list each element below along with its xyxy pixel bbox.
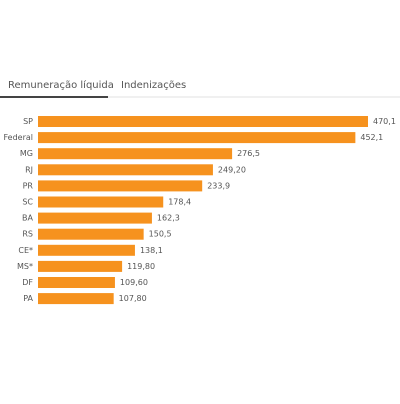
category-label: PR — [23, 181, 34, 190]
bar — [38, 277, 115, 288]
category-label: MG — [20, 149, 33, 158]
value-label: 178,4 — [168, 198, 191, 207]
category-label: SP — [23, 117, 33, 126]
category-label: RJ — [25, 165, 33, 174]
bar — [38, 132, 356, 144]
bar — [38, 244, 135, 256]
value-label: 276,5 — [237, 149, 260, 158]
value-label: 470,1 — [373, 117, 396, 126]
value-label: 138,1 — [140, 246, 163, 255]
bar — [38, 293, 114, 305]
value-label: 249,20 — [218, 165, 246, 174]
value-label: 452,1 — [360, 133, 383, 142]
value-label: 162,3 — [157, 214, 180, 223]
value-label: 109,60 — [120, 278, 148, 287]
bar — [38, 148, 233, 160]
category-label: SC — [22, 198, 33, 207]
category-label: BA — [22, 214, 33, 223]
bar — [38, 116, 368, 127]
bar — [38, 196, 164, 208]
category-label: PA — [23, 294, 33, 303]
category-label: DF — [22, 278, 33, 287]
bar — [38, 260, 123, 272]
tab[interactable]: Indenizações — [121, 80, 186, 91]
category-label: MS* — [17, 262, 33, 271]
bar — [38, 228, 144, 240]
value-label: 233,9 — [207, 181, 230, 190]
category-label: Federal — [4, 133, 34, 142]
value-label: 150,5 — [149, 230, 172, 239]
value-label: 119,80 — [127, 262, 155, 271]
category-label: CE* — [18, 246, 33, 255]
bar — [38, 180, 203, 192]
bar — [38, 212, 152, 224]
value-label: 107,80 — [119, 294, 147, 303]
bar — [38, 164, 213, 176]
tab-active[interactable]: Remuneração líquida — [8, 79, 114, 91]
category-label: RS — [22, 230, 33, 239]
